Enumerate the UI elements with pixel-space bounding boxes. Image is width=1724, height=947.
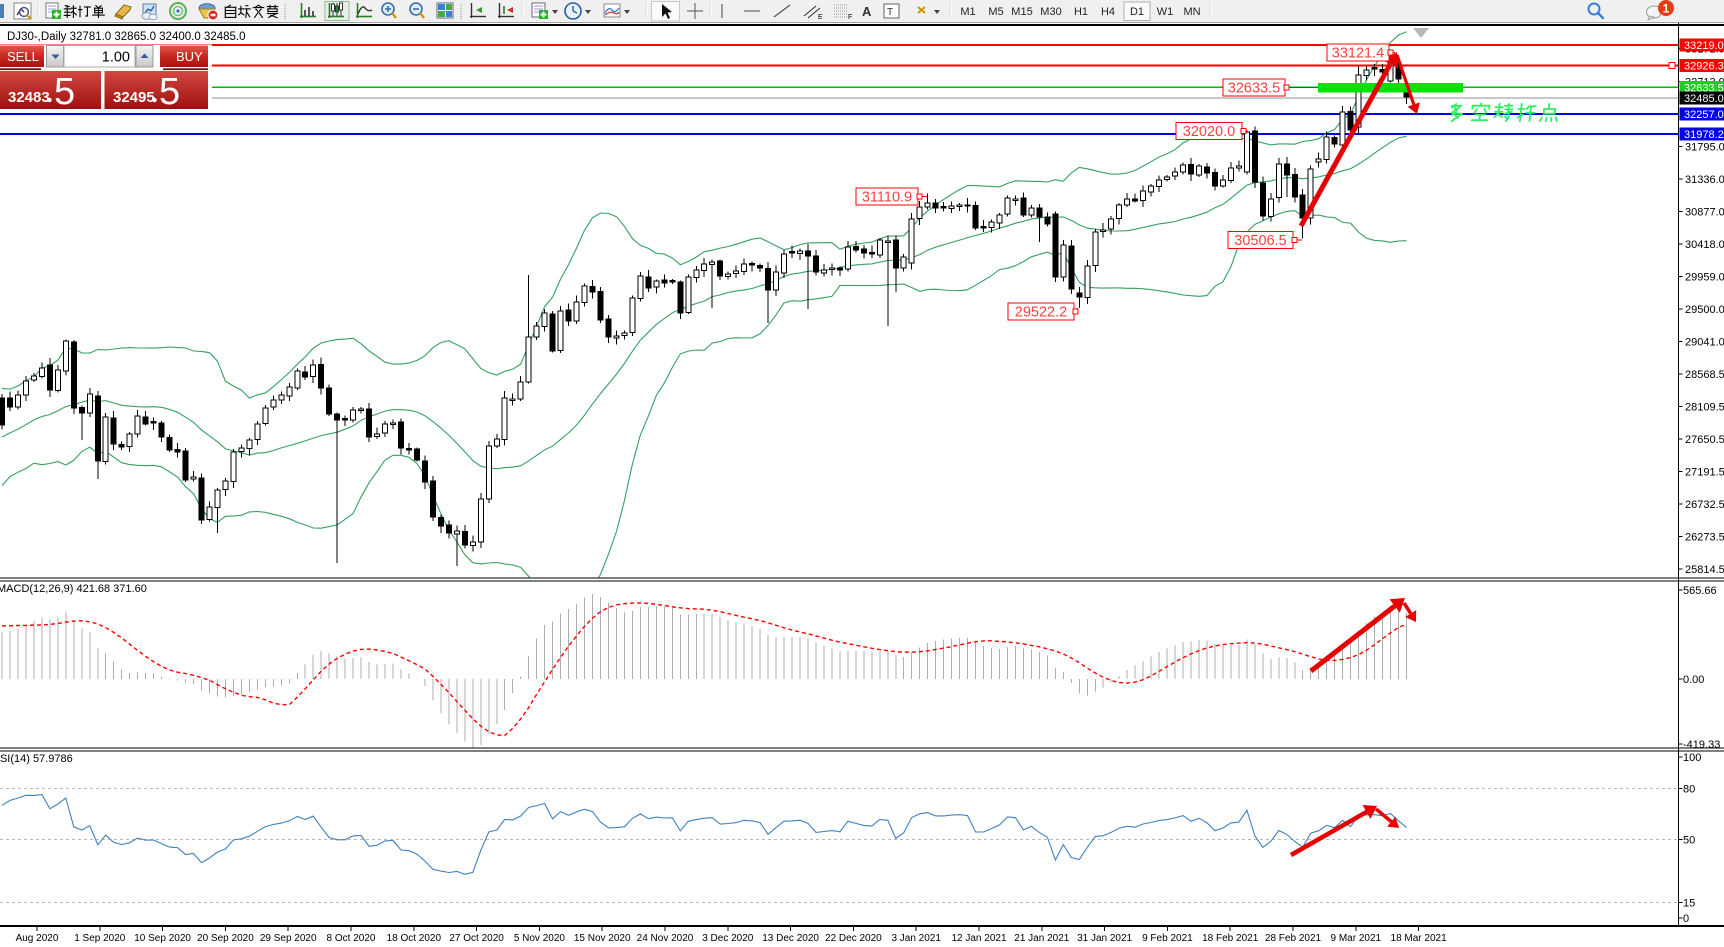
- svg-text:0: 0: [1683, 913, 1689, 925]
- svg-text:24 Nov 2020: 24 Nov 2020: [637, 933, 694, 944]
- svg-text:D1: D1: [1130, 6, 1144, 18]
- svg-text:32020.0: 32020.0: [1183, 124, 1235, 140]
- svg-text:29041.0: 29041.0: [1685, 337, 1724, 349]
- svg-text:31978.2: 31978.2: [1684, 129, 1724, 141]
- svg-text:80: 80: [1683, 784, 1695, 796]
- svg-text:29522.2: 29522.2: [1015, 305, 1067, 321]
- svg-text:-419.33: -419.33: [1683, 739, 1720, 751]
- svg-text:12 Jan 2021: 12 Jan 2021: [951, 933, 1006, 944]
- svg-text:18 Mar 2021: 18 Mar 2021: [1391, 933, 1448, 944]
- svg-text:9 Mar 2021: 9 Mar 2021: [1331, 933, 1382, 944]
- svg-text:F: F: [848, 14, 852, 21]
- svg-text:31336.0: 31336.0: [1685, 174, 1724, 186]
- svg-text:32633.5: 32633.5: [1684, 82, 1724, 94]
- svg-text:50: 50: [1683, 835, 1695, 847]
- svg-text:1: 1: [1663, 2, 1670, 16]
- svg-text:31795.0: 31795.0: [1685, 142, 1724, 154]
- svg-text:18 Feb 2021: 18 Feb 2021: [1202, 933, 1259, 944]
- svg-text:W1: W1: [1157, 6, 1174, 18]
- svg-text:Aug 2020: Aug 2020: [16, 933, 59, 944]
- svg-text:25814.5: 25814.5: [1685, 564, 1724, 576]
- svg-text:29500.0: 29500.0: [1685, 304, 1724, 316]
- svg-text:21 Jan 2021: 21 Jan 2021: [1014, 933, 1069, 944]
- svg-text:BUY: BUY: [176, 49, 203, 64]
- svg-text:32485.0: 32485.0: [1684, 93, 1724, 105]
- svg-text:10 Sep 2020: 10 Sep 2020: [134, 933, 191, 944]
- svg-text:0.00: 0.00: [1683, 674, 1704, 686]
- svg-text:32483: 32483: [8, 89, 50, 106]
- svg-text:100: 100: [1683, 752, 1701, 764]
- svg-text:5: 5: [54, 71, 75, 113]
- svg-text:15: 15: [1683, 898, 1695, 910]
- svg-text:28 Feb 2021: 28 Feb 2021: [1265, 933, 1322, 944]
- svg-text:1 Sep 2020: 1 Sep 2020: [74, 933, 126, 944]
- svg-text:MN: MN: [1183, 6, 1200, 18]
- svg-text:32257.0: 32257.0: [1684, 109, 1724, 121]
- svg-text:5: 5: [159, 71, 180, 113]
- svg-text:T: T: [887, 7, 893, 18]
- svg-text:33121.4: 33121.4: [1332, 46, 1384, 62]
- svg-text:28568.5: 28568.5: [1685, 369, 1724, 381]
- svg-text:MACD(12,26,9) 421.68 371.60: MACD(12,26,9) 421.68 371.60: [0, 583, 147, 595]
- svg-text:27 Oct 2020: 27 Oct 2020: [449, 933, 504, 944]
- svg-text:E: E: [818, 14, 823, 21]
- svg-text:A: A: [862, 4, 872, 19]
- svg-text:20 Sep 2020: 20 Sep 2020: [197, 933, 254, 944]
- svg-text:30418.0: 30418.0: [1685, 239, 1724, 251]
- svg-text:27191.5: 27191.5: [1685, 467, 1724, 479]
- svg-text:SELL: SELL: [7, 49, 39, 64]
- svg-text:30506.5: 30506.5: [1234, 233, 1286, 249]
- svg-text:3 Dec 2020: 3 Dec 2020: [702, 933, 754, 944]
- svg-text:32633.5: 32633.5: [1228, 81, 1280, 97]
- svg-text:32495: 32495: [113, 89, 155, 106]
- svg-text:31110.9: 31110.9: [862, 190, 912, 206]
- svg-text:H4: H4: [1101, 6, 1115, 18]
- svg-text:28109.5: 28109.5: [1685, 402, 1724, 414]
- svg-text:32926.3: 32926.3: [1684, 61, 1724, 73]
- svg-text:29959.0: 29959.0: [1685, 272, 1724, 284]
- svg-text:26273.5: 26273.5: [1685, 532, 1724, 544]
- svg-text:M1: M1: [960, 6, 975, 18]
- svg-text:565.66: 565.66: [1683, 585, 1717, 597]
- svg-text:M5: M5: [988, 6, 1003, 18]
- svg-text:3 Jan 2021: 3 Jan 2021: [891, 933, 941, 944]
- svg-text:22 Dec 2020: 22 Dec 2020: [825, 933, 882, 944]
- svg-text:5 Nov 2020: 5 Nov 2020: [514, 933, 566, 944]
- svg-text:M30: M30: [1040, 6, 1061, 18]
- svg-text:15 Nov 2020: 15 Nov 2020: [574, 933, 631, 944]
- svg-text:31 Jan 2021: 31 Jan 2021: [1077, 933, 1132, 944]
- svg-text:9 Feb 2021: 9 Feb 2021: [1142, 933, 1193, 944]
- svg-text:18 Oct 2020: 18 Oct 2020: [387, 933, 442, 944]
- svg-text:27650.5: 27650.5: [1685, 434, 1724, 446]
- svg-text:1.00: 1.00: [102, 50, 130, 66]
- svg-text:26732.5: 26732.5: [1685, 499, 1724, 511]
- svg-text:M15: M15: [1011, 6, 1032, 18]
- svg-text:13 Dec 2020: 13 Dec 2020: [762, 933, 819, 944]
- svg-text:33219.0: 33219.0: [1684, 40, 1724, 52]
- svg-text:DJ30-,Daily 32781.0 32865.0 3: DJ30-,Daily 32781.0 32865.0 32400.0 3248…: [7, 31, 246, 43]
- svg-text:8 Oct 2020: 8 Oct 2020: [327, 933, 376, 944]
- svg-text:H1: H1: [1074, 6, 1088, 18]
- svg-text:RSI(14) 57.9786: RSI(14) 57.9786: [0, 753, 73, 765]
- svg-text:30877.0: 30877.0: [1685, 207, 1724, 219]
- svg-text:29 Sep 2020: 29 Sep 2020: [260, 933, 317, 944]
